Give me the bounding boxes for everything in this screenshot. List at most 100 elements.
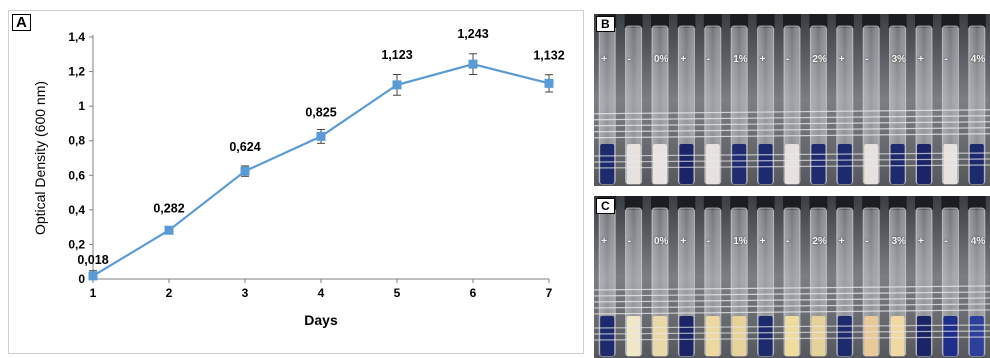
- tube-label: 3%: [891, 54, 907, 65]
- tube-liquid: [626, 316, 641, 356]
- y-tick-label: 1,4: [68, 30, 85, 44]
- tube-cap: [756, 196, 775, 210]
- data-label: 1,243: [457, 27, 488, 41]
- data-label: 0,282: [153, 201, 184, 215]
- tube-cap: [967, 196, 986, 210]
- y-tick-label: 0,4: [68, 203, 85, 217]
- tube-label: -: [627, 236, 631, 247]
- tube-liquid: [732, 316, 747, 356]
- tube-cap: [651, 196, 669, 210]
- tube-label: 0%: [654, 236, 669, 247]
- tube-label: -: [786, 236, 790, 247]
- rack-wire: [594, 121, 990, 127]
- tube-liquid: [943, 144, 958, 184]
- tube-cap: [862, 14, 881, 28]
- tube-liquid: [653, 316, 667, 356]
- data-point: [164, 225, 174, 235]
- y-tick-label: 0,2: [68, 237, 85, 251]
- tube-label: +: [759, 54, 766, 65]
- tube-rack-photo-c: [594, 196, 990, 358]
- tube-liquid: [785, 144, 799, 184]
- tube-label: 4%: [970, 236, 986, 247]
- tube-cap: [862, 196, 881, 210]
- tube-cap: [783, 196, 801, 210]
- x-axis-title: Days: [304, 312, 338, 328]
- rack-wire: [594, 330, 990, 335]
- tube-liquid: [811, 144, 826, 184]
- tube-cap: [809, 14, 828, 28]
- tube-label: +: [918, 236, 924, 247]
- data-label: 1,132: [533, 48, 564, 62]
- rack-wire: [594, 309, 990, 315]
- x-tick-label: 1: [90, 286, 97, 300]
- x-tick-label: 4: [318, 286, 325, 300]
- tube-cap: [730, 196, 749, 210]
- x-tick-label: 2: [166, 286, 173, 300]
- tube-cap: [730, 14, 749, 28]
- tube-liquid: [626, 144, 641, 184]
- tube-cap: [703, 196, 722, 210]
- tube-liquid: [679, 316, 694, 356]
- tube-cap: [677, 14, 696, 28]
- rack-wire: [594, 115, 990, 121]
- x-tick-label: 7: [546, 286, 553, 300]
- tube-liquid: [969, 316, 984, 356]
- tube-label: 1%: [733, 236, 748, 247]
- tube-cap: [677, 196, 696, 210]
- y-tick-label: 0,8: [68, 134, 85, 148]
- tube-cap: [756, 14, 775, 28]
- tube-label: -: [944, 54, 948, 65]
- tube-cap: [915, 196, 933, 210]
- data-label: 0,018: [77, 253, 108, 267]
- tube-rack-photo-b: [594, 14, 990, 186]
- y-tick-label: 0,6: [68, 168, 85, 182]
- tube-cap: [941, 14, 960, 28]
- tube-cap: [967, 14, 986, 28]
- data-point: [544, 78, 554, 88]
- x-tick-label: 3: [242, 286, 249, 300]
- y-axis-title: Optical Density (600 nm): [32, 81, 48, 235]
- tube-cap: [703, 14, 722, 28]
- rack-wire: [594, 127, 990, 133]
- y-tick-label: 1: [78, 99, 85, 113]
- rack-wire: [594, 164, 990, 169]
- rack-wire: [594, 291, 990, 297]
- tube-cap: [624, 196, 643, 210]
- tube-liquid: [943, 316, 958, 356]
- tube-label: -: [786, 54, 790, 65]
- photo-panel-b: B + - 0% + - 1% + - 2% + - 3% + - 4%: [594, 14, 990, 186]
- series-line: [92, 63, 550, 277]
- tube-cap: [888, 14, 907, 28]
- data-point: [88, 271, 98, 281]
- tube-label: +: [601, 54, 608, 65]
- tube-label: -: [627, 54, 631, 65]
- tube-label: 1%: [733, 54, 748, 65]
- tube-label: -: [706, 236, 711, 247]
- tube-liquid: [837, 316, 852, 356]
- rack-wire: [594, 285, 990, 291]
- data-label: 0,624: [229, 140, 260, 154]
- rack-wire: [594, 324, 990, 329]
- panel-c-label: C: [596, 198, 615, 214]
- tube-label: -: [865, 54, 869, 65]
- tube-liquid: [705, 144, 720, 184]
- tube-label: +: [759, 236, 766, 247]
- tube-label: 0%: [654, 54, 669, 65]
- rack-wire: [594, 133, 990, 139]
- tube-liquid: [705, 316, 720, 356]
- tube-cap: [835, 196, 854, 210]
- tube-label: 3%: [891, 236, 907, 247]
- tube-liquid: [864, 316, 879, 356]
- panel-a-chart: A 0 0,2 0,4 0,6 0,8 1 1,2 1,4 1 2 3 4 5 6 7 Days Optical…: [8, 10, 584, 354]
- data-point: [240, 166, 250, 176]
- rack-wire: [594, 158, 990, 163]
- tube-liquid: [917, 316, 931, 356]
- rack-wire: [594, 152, 990, 157]
- tube-label: +: [838, 54, 845, 65]
- panel-b-label: B: [596, 16, 615, 32]
- tube-liquid: [679, 144, 694, 184]
- y-tick-label: 0: [78, 272, 85, 286]
- tube-liquid: [917, 144, 931, 184]
- rack-wire: [594, 109, 990, 115]
- y-tick-label: 1,2: [68, 65, 85, 79]
